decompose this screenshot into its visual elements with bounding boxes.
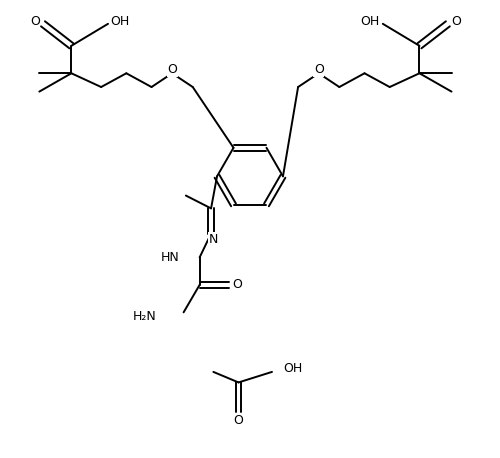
Text: O: O: [314, 63, 324, 76]
Text: OH: OH: [360, 15, 380, 27]
Text: O: O: [451, 15, 461, 27]
Text: N: N: [208, 233, 218, 245]
Text: OH: OH: [283, 362, 302, 375]
Text: OH: OH: [110, 15, 129, 27]
Text: H₂N: H₂N: [132, 310, 156, 322]
Text: O: O: [232, 278, 242, 291]
Text: O: O: [167, 63, 177, 76]
Text: O: O: [30, 15, 40, 27]
Text: O: O: [234, 414, 243, 427]
Text: HN: HN: [160, 251, 179, 264]
